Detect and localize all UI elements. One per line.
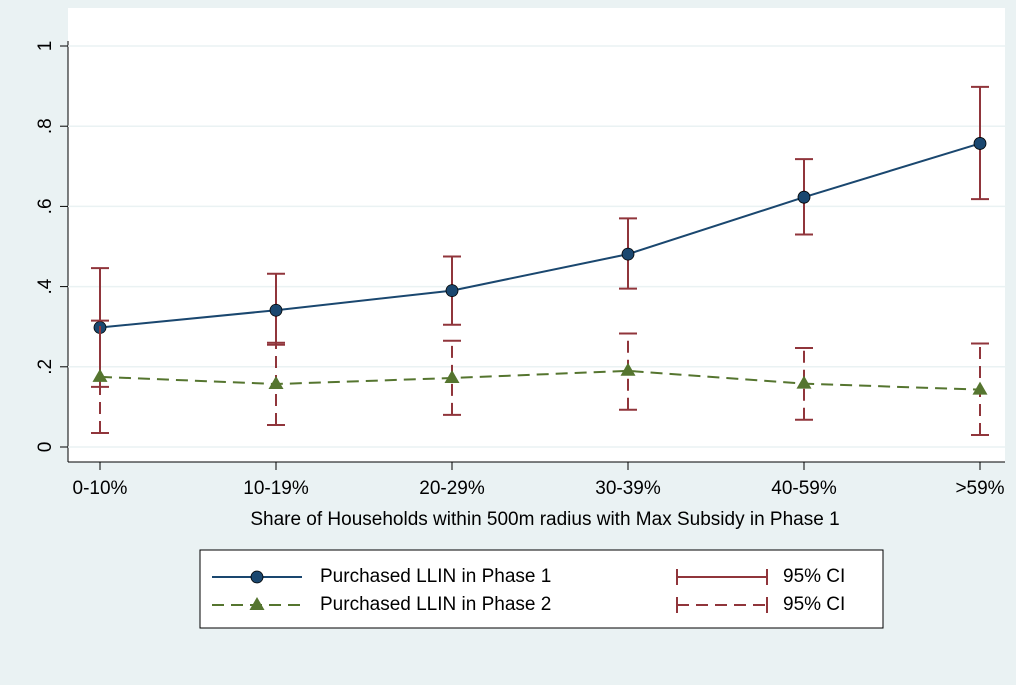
data-point	[92, 368, 108, 382]
data-point	[444, 370, 460, 384]
x-tick-label: 30-39%	[595, 478, 661, 499]
legend-label: 95% CI	[783, 594, 845, 615]
y-tick-label: 0	[35, 442, 56, 453]
series-line	[99, 142, 981, 329]
plot-area	[68, 8, 1005, 462]
y-tick-label: 1	[35, 41, 56, 52]
x-tick-label: >59%	[955, 478, 1004, 499]
data-point	[620, 362, 636, 376]
legend	[199, 549, 884, 629]
legend-label: Purchased LLIN in Phase 1	[320, 566, 551, 587]
data-point	[445, 284, 459, 298]
x-tick-label: 20-29%	[419, 478, 485, 499]
x-axis-label: Share of Households within 500m radius w…	[250, 509, 839, 530]
data-point	[973, 137, 987, 150]
data-point	[269, 303, 283, 317]
y-tick-label: .2	[35, 359, 56, 375]
y-tick-label: .8	[35, 118, 56, 134]
x-tick-label: 10-19%	[243, 478, 309, 499]
series-line	[99, 369, 981, 391]
data-point	[972, 381, 988, 395]
x-tick-label: 40-59%	[771, 478, 837, 499]
legend-marker	[249, 597, 265, 610]
data-point	[796, 375, 812, 389]
y-tick-label: .6	[35, 198, 56, 214]
legend-label: Purchased LLIN in Phase 2	[320, 594, 551, 615]
data-point	[268, 376, 284, 390]
legend-label: 95% CI	[783, 566, 845, 587]
data-point	[797, 190, 811, 204]
x-tick-label: 0-10%	[73, 478, 128, 499]
legend-marker	[250, 570, 264, 584]
data-point	[621, 247, 635, 261]
y-tick-label: .4	[35, 278, 56, 294]
